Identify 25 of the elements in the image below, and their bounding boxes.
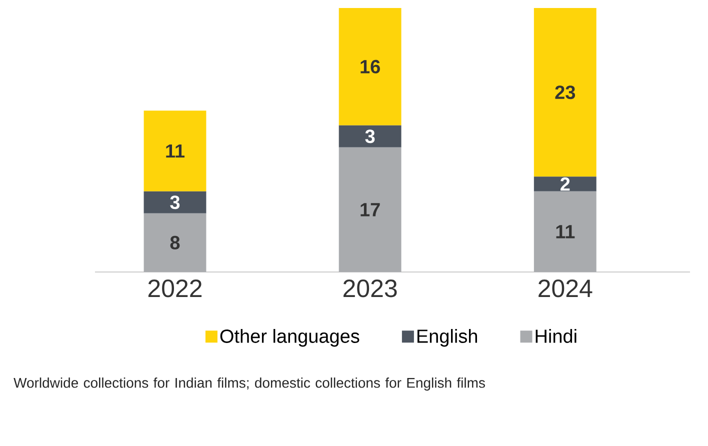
data-label: 23: [555, 86, 576, 100]
text: Worldwide collections for Indian films; domestic collections for English films: [14, 378, 485, 391]
legend-label: Other languages: [220, 328, 360, 347]
bar: [144, 191, 206, 214]
x-tick-label: 2023: [344, 280, 397, 298]
data-label: 3: [365, 130, 375, 144]
data-label: 16: [360, 60, 380, 74]
bar: [534, 176, 596, 192]
x-tick-label: 2022: [148, 280, 202, 298]
legend-label: English: [417, 328, 478, 347]
legend-label: Hindi: [536, 328, 576, 343]
bar: [338, 8, 402, 126]
bar: [534, 191, 596, 272]
data-label: 11: [556, 225, 575, 238]
data-label: 11: [166, 144, 185, 158]
data-label: 3: [170, 196, 180, 210]
x-tick-label: 2024: [538, 280, 592, 298]
bar: [144, 110, 206, 192]
data-label: 8: [170, 236, 180, 250]
data-label: 17: [360, 203, 380, 216]
bar: [338, 147, 402, 272]
bar: [534, 8, 596, 177]
bar: [144, 213, 206, 272]
bar: [338, 125, 402, 148]
data-label: 2: [560, 177, 570, 191]
